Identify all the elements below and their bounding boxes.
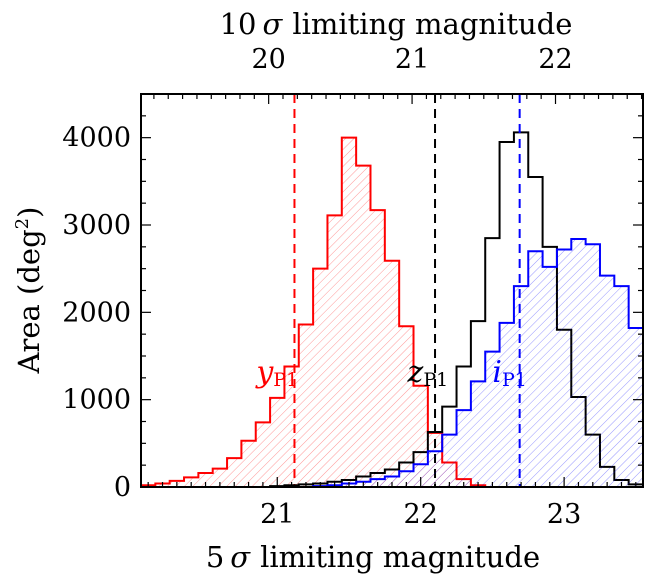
histogram-bar xyxy=(299,325,313,487)
histogram-bar xyxy=(370,210,384,487)
y-tick-label: 2000 xyxy=(62,297,131,328)
series-label-z: zP1 xyxy=(407,355,449,391)
plot-area xyxy=(141,94,643,487)
histogram-bar xyxy=(428,451,442,487)
histogram-bar xyxy=(442,435,456,487)
x-axis-title: 5 σ limiting magnitude xyxy=(206,540,540,574)
histogram-bar xyxy=(457,410,471,487)
histogram-bar xyxy=(241,441,255,487)
axes: 21 22 23 20 21 22 0 1000 2000 3000 4000 xyxy=(62,44,644,530)
y-tick-label: 4000 xyxy=(62,123,131,154)
histogram-bar xyxy=(270,398,284,487)
histogram-bar xyxy=(356,166,370,487)
histogram-bar xyxy=(256,422,270,487)
top-axis-title: 10 σ limiting magnitude xyxy=(220,7,573,41)
histogram-bar xyxy=(600,276,614,487)
y-tick-label: 0 xyxy=(114,472,131,503)
series-label-y: yP1 xyxy=(254,355,298,391)
histogram-bar xyxy=(528,251,542,487)
histogram-bar xyxy=(342,138,356,487)
histogram-bar xyxy=(327,215,341,487)
histogram-bar xyxy=(313,269,327,487)
histogram-bar xyxy=(543,267,557,487)
histogram-bar xyxy=(471,381,485,487)
y-tick-label: 3000 xyxy=(62,210,131,241)
histogram-bar xyxy=(629,328,643,487)
series-label-i: iP1 xyxy=(492,355,526,391)
histogram-bar xyxy=(500,323,514,487)
x-tick-label: 22 xyxy=(404,499,438,530)
histogram-outline-i xyxy=(312,237,643,487)
top-x-tick-label: 21 xyxy=(395,44,429,75)
top-x-tick-label: 22 xyxy=(538,44,572,75)
x-tick-label: 23 xyxy=(547,499,581,530)
y-axis-title: Area (deg2) xyxy=(12,207,46,375)
top-x-tick-label: 20 xyxy=(251,44,285,75)
histogram-fill-i xyxy=(313,238,643,487)
histogram-bar xyxy=(385,261,399,487)
histogram-bar xyxy=(557,249,571,487)
histogram-bar xyxy=(614,286,628,487)
histogram-bar xyxy=(586,244,600,487)
histogram-bar xyxy=(571,239,585,487)
x-tick-label: 21 xyxy=(260,499,294,530)
y-tick-label: 1000 xyxy=(62,385,131,416)
